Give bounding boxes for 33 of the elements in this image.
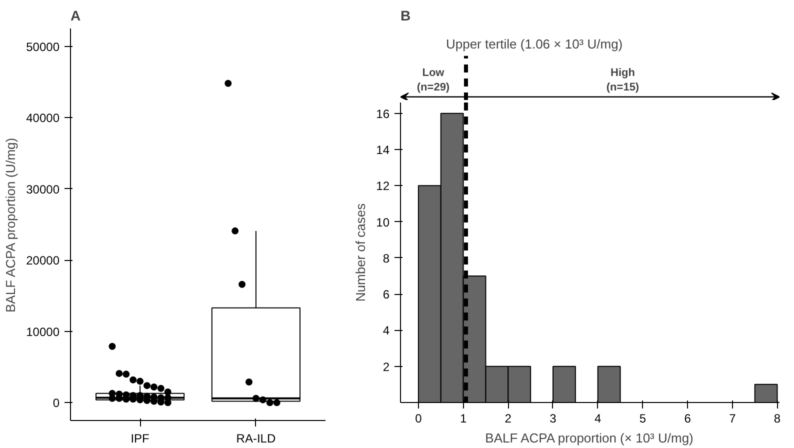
x-tick-label: IPF [130, 432, 150, 446]
text: Low (n=29) [416, 66, 450, 94]
chart-title: A [70, 8, 81, 24]
y-tick-label: 4 [382, 324, 390, 338]
y-axis-title: BALF ACPA proportion (U/mg) [3, 138, 18, 313]
y-tick-label: 10000 [26, 324, 60, 339]
y-axis-title: Number of cases [353, 202, 368, 302]
y-tick-label: 16 [376, 106, 390, 121]
y-tick-label: 14 [376, 142, 390, 157]
x-tick-label: 1 [460, 412, 467, 426]
y-tick-label: 20000 [26, 254, 60, 268]
x-tick-label: 6 [684, 412, 692, 426]
y-tick-label: 6 [382, 288, 390, 302]
x-tick-label: RA-ILD [236, 432, 276, 446]
y-tick-label: 8 [382, 251, 390, 266]
x-tick-label: 2 [504, 412, 512, 426]
x-axis-title: BALF ACPA proportion (× 10³ U/mg) [485, 430, 694, 446]
y-tick-label: 2 [382, 360, 390, 374]
y-tick-label: 10 [376, 215, 390, 230]
x-tick-label: 4 [594, 412, 602, 426]
text: High (n=15) [606, 66, 640, 94]
y-tick-label: 30000 [26, 182, 60, 196]
chart-title: B [400, 8, 411, 24]
y-tick-label: 50000 [26, 40, 60, 54]
x-tick-label: 5 [639, 412, 646, 426]
y-tick-label: 12 [376, 179, 390, 194]
x-tick-label: 8 [774, 412, 781, 426]
x-tick-label: 3 [550, 412, 557, 426]
y-tick-label: 40000 [26, 111, 60, 126]
y-tick-label: 0 [52, 396, 60, 410]
ref-line-label: Upper tertile (1.06 × 10³ U/mg) [446, 36, 623, 52]
x-tick-label: 7 [729, 412, 736, 426]
x-tick-label: 0 [415, 412, 422, 426]
